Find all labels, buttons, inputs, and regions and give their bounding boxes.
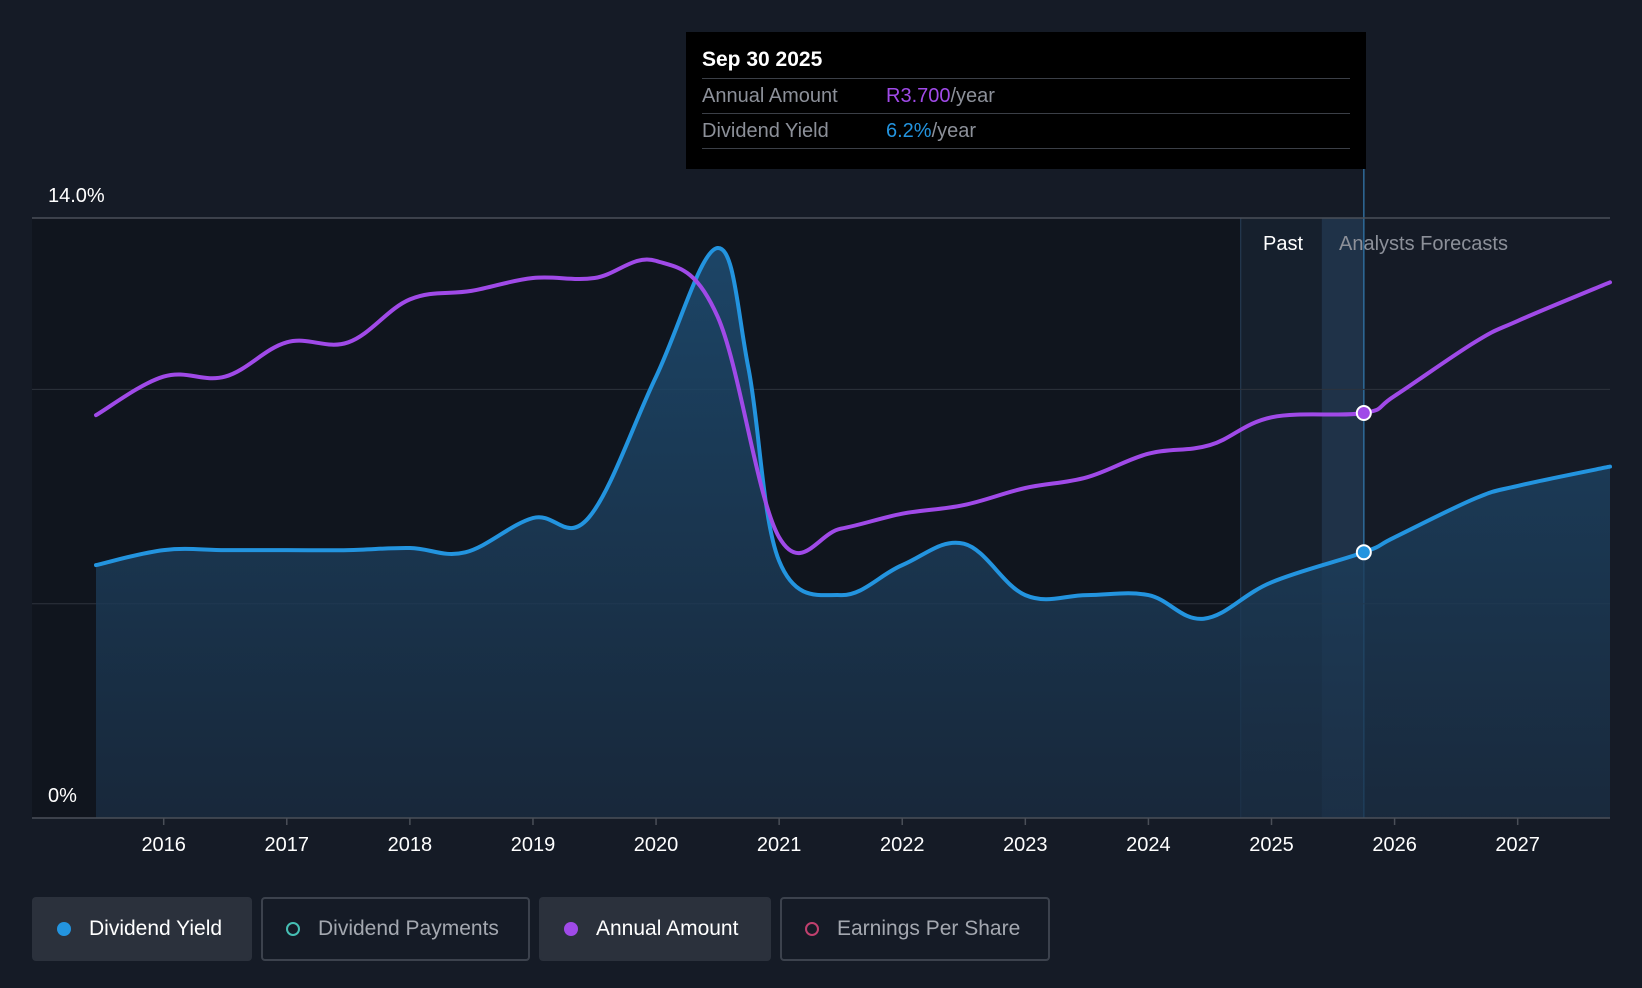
tooltip-annual-amount-unit: /year bbox=[950, 85, 995, 107]
y-max-label: 14.0% bbox=[48, 185, 105, 207]
dividend-yield-dot-icon bbox=[57, 922, 71, 936]
x-tick-label-2018: 2018 bbox=[388, 834, 433, 856]
annual-amount-marker bbox=[1355, 405, 1372, 421]
x-tick-label-2024: 2024 bbox=[1126, 834, 1171, 856]
x-tick-label-2026: 2026 bbox=[1372, 834, 1417, 856]
tooltip-dividend-yield-value: 6.2% bbox=[886, 120, 932, 142]
legend-earnings-per-share-label: Earnings Per Share bbox=[837, 917, 1021, 940]
tooltip-row-dividend-yield: Dividend Yield 6.2% /year bbox=[702, 114, 1350, 149]
x-tick-label-2021: 2021 bbox=[757, 834, 802, 856]
tooltip-dividend-yield-unit: /year bbox=[931, 120, 977, 142]
annual-amount-dot-icon bbox=[564, 922, 578, 936]
earnings-per-share-ring-icon bbox=[805, 922, 819, 936]
dividend-yield-marker bbox=[1355, 544, 1372, 561]
x-tick-label-2020: 2020 bbox=[634, 834, 679, 856]
tooltip-dividend-yield-label: Dividend Yield bbox=[702, 120, 829, 142]
x-tick-label-2022: 2022 bbox=[880, 834, 925, 856]
dividend-yield-area bbox=[96, 247, 1610, 818]
legend-dividend-payments-label: Dividend Payments bbox=[318, 917, 499, 940]
dividend-payments-ring-icon bbox=[286, 922, 300, 936]
x-tick-label-2023: 2023 bbox=[1003, 834, 1048, 856]
tooltip-date: Sep 30 2025 bbox=[702, 42, 1350, 79]
tooltip-annual-amount-label: Annual Amount bbox=[702, 85, 838, 107]
tooltip-annual-amount-value: R3.700 bbox=[886, 85, 951, 107]
dividend-yield-line bbox=[94, 246, 1612, 621]
legend-dividend-yield-label: Dividend Yield bbox=[89, 917, 223, 940]
x-tick-label-2019: 2019 bbox=[511, 834, 556, 856]
chart-tooltip: Sep 30 2025 Annual Amount R3.700 /year D… bbox=[686, 32, 1366, 169]
legend-earnings-per-share[interactable]: Earnings Per Share bbox=[780, 897, 1050, 961]
chart-legend: Dividend Yield Dividend Payments Annual … bbox=[32, 897, 1050, 961]
y-min-label: 0% bbox=[48, 785, 77, 807]
x-tick-label-2016: 2016 bbox=[141, 834, 186, 856]
legend-dividend-yield[interactable]: Dividend Yield bbox=[32, 897, 252, 961]
legend-annual-amount[interactable]: Annual Amount bbox=[539, 897, 771, 961]
past-label: Past bbox=[1263, 233, 1303, 255]
tooltip-row-annual-amount: Annual Amount R3.700 /year bbox=[702, 79, 1350, 114]
legend-dividend-payments[interactable]: Dividend Payments bbox=[261, 897, 530, 961]
x-tick-label-2027: 2027 bbox=[1495, 834, 1540, 856]
legend-annual-amount-label: Annual Amount bbox=[596, 917, 739, 940]
x-tick-label-2025: 2025 bbox=[1249, 834, 1294, 856]
x-tick-label-2017: 2017 bbox=[265, 834, 310, 856]
analysts-forecasts-label: Analysts Forecasts bbox=[1339, 233, 1508, 255]
